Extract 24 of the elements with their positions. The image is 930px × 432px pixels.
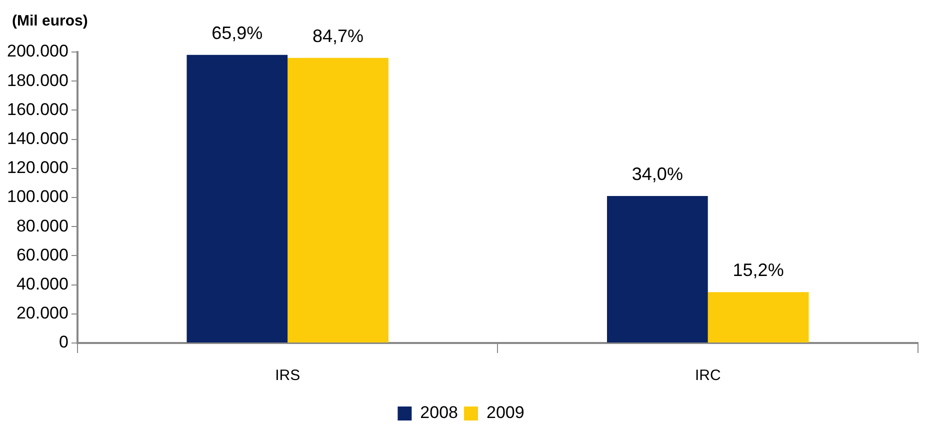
y-tick-label: 180.000 bbox=[7, 70, 68, 90]
y-tick-label: 80.000 bbox=[16, 216, 68, 236]
y-tick-label: 200.000 bbox=[7, 42, 68, 61]
legend-label: 2008 bbox=[420, 403, 458, 422]
legend-label: 2009 bbox=[486, 403, 524, 422]
annotation: 15,2% bbox=[732, 260, 784, 280]
y-tick-label: 60.000 bbox=[16, 245, 68, 264]
annotation: 34,0% bbox=[632, 164, 683, 184]
y-tick-label: 0 bbox=[58, 332, 68, 352]
y-tick-label: 120.000 bbox=[7, 158, 68, 178]
bar bbox=[708, 292, 809, 342]
y-tick-label: 160.000 bbox=[7, 100, 68, 119]
annotation: 65,9% bbox=[212, 22, 263, 43]
y-axis-title: (Mil euros) bbox=[12, 12, 88, 30]
x-tick-label: IRS bbox=[275, 367, 300, 384]
annotation: 84,7% bbox=[312, 26, 364, 46]
y-tick-label: 20.000 bbox=[16, 304, 68, 323]
y-tick-label: 40.000 bbox=[16, 274, 68, 294]
y-tick-label: 100.000 bbox=[7, 187, 68, 206]
bar bbox=[288, 58, 388, 342]
y-tick-label: 140.000 bbox=[7, 128, 68, 148]
x-tick-label: IRC bbox=[694, 367, 721, 384]
bar bbox=[606, 196, 708, 342]
bar bbox=[186, 54, 288, 342]
